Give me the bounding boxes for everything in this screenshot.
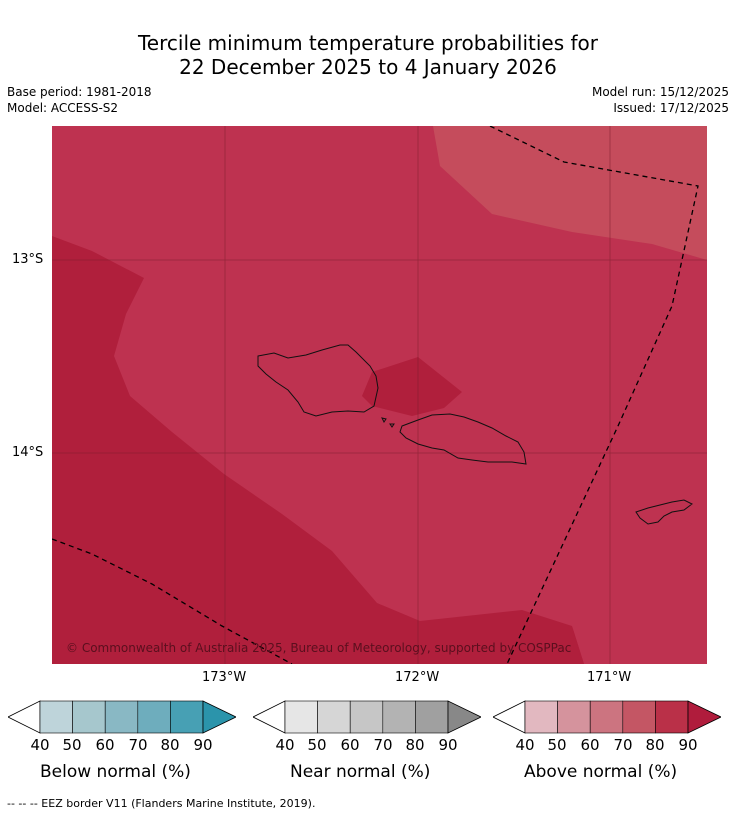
above-tick-50: 50	[547, 736, 567, 754]
lon-label-171w: 171°W	[587, 670, 632, 685]
eez-border	[52, 126, 699, 664]
colorbar-near-svg	[252, 700, 482, 734]
above-tick-90: 90	[678, 736, 698, 754]
copyright-notice: © Commonwealth of Australia 2025, Bureau…	[66, 641, 572, 655]
near-bin-0	[284, 700, 318, 734]
below-tick-80: 80	[160, 736, 180, 754]
above-bin-3	[622, 700, 656, 734]
below-bin-3	[137, 700, 171, 734]
near-tick-40: 40	[275, 736, 295, 754]
below-bin-4	[170, 700, 204, 734]
near-bin-4	[415, 700, 449, 734]
above-tick-40: 40	[515, 736, 535, 754]
near-normal-title: Near normal (%)	[290, 762, 431, 782]
probability-map	[52, 126, 707, 664]
eez-footnote: -- -- -- EEZ border V11 (Flanders Marine…	[7, 797, 316, 810]
model-run: Model run: 15/12/2025	[591, 85, 729, 99]
lat-label-13s: 13°S	[12, 252, 44, 267]
near-tick-80: 80	[405, 736, 425, 754]
below-tick-50: 50	[62, 736, 82, 754]
colorbar-below-svg	[7, 700, 237, 734]
below-tick-40: 40	[30, 736, 50, 754]
near-bin-2	[349, 700, 384, 734]
near-bin-3	[382, 700, 416, 734]
island-manono	[381, 417, 387, 423]
below-tick-60: 60	[95, 736, 115, 754]
region-80-90-east	[572, 626, 584, 664]
issued-date: Issued: 17/12/2025	[613, 101, 729, 115]
island-upolu	[399, 413, 527, 465]
island-apolima	[389, 423, 395, 428]
near-tick-60: 60	[340, 736, 360, 754]
region-80-90-patch	[362, 357, 462, 416]
below-bin-1	[72, 700, 106, 734]
island-tutuila	[635, 499, 693, 525]
below-extend-low	[7, 700, 41, 734]
below-extend-high	[202, 700, 237, 734]
model-name: Model: ACCESS-S2	[7, 101, 119, 115]
near-tick-50: 50	[307, 736, 327, 754]
above-extend-high	[687, 700, 722, 734]
base-period: Base period: 1981-2018	[7, 85, 152, 99]
above-tick-80: 80	[645, 736, 665, 754]
colorbar-below-normal: 40 50 60 70 80 90 Below normal (%)	[7, 700, 237, 782]
lon-label-173w: 173°W	[202, 670, 247, 685]
below-normal-title: Below normal (%)	[40, 762, 191, 782]
region-60-70	[433, 126, 707, 260]
lat-label-14s: 14°S	[12, 445, 44, 460]
below-bin-0	[39, 700, 73, 734]
above-extend-low	[492, 700, 526, 734]
above-bin-2	[589, 700, 624, 734]
graticule	[52, 126, 707, 664]
near-extend-high	[447, 700, 482, 734]
above-bin-0	[524, 700, 558, 734]
title-line-1: Tercile minimum temperature probabilitie…	[137, 31, 599, 55]
below-bin-2	[104, 700, 139, 734]
near-extend-low	[252, 700, 286, 734]
below-tick-70: 70	[128, 736, 148, 754]
region-80-90-west	[52, 236, 584, 664]
below-tick-90: 90	[193, 736, 213, 754]
islands	[257, 344, 693, 525]
above-tick-70: 70	[613, 736, 633, 754]
near-tick-90: 90	[438, 736, 458, 754]
above-bin-1	[557, 700, 591, 734]
above-normal-title: Above normal (%)	[524, 762, 678, 782]
colorbar-near-normal: 40 50 60 70 80 90 Near normal (%)	[252, 700, 482, 782]
colorbar-above-svg	[492, 700, 722, 734]
lon-label-172w: 172°W	[395, 670, 440, 685]
colorbar-above-normal: 40 50 60 70 80 90 Above normal (%)	[492, 700, 722, 782]
island-savaii	[257, 344, 379, 417]
near-bin-1	[317, 700, 351, 734]
above-tick-60: 60	[580, 736, 600, 754]
title-line-2: 22 December 2025 to 4 January 2026	[179, 55, 557, 79]
near-tick-70: 70	[373, 736, 393, 754]
above-bin-4	[655, 700, 689, 734]
